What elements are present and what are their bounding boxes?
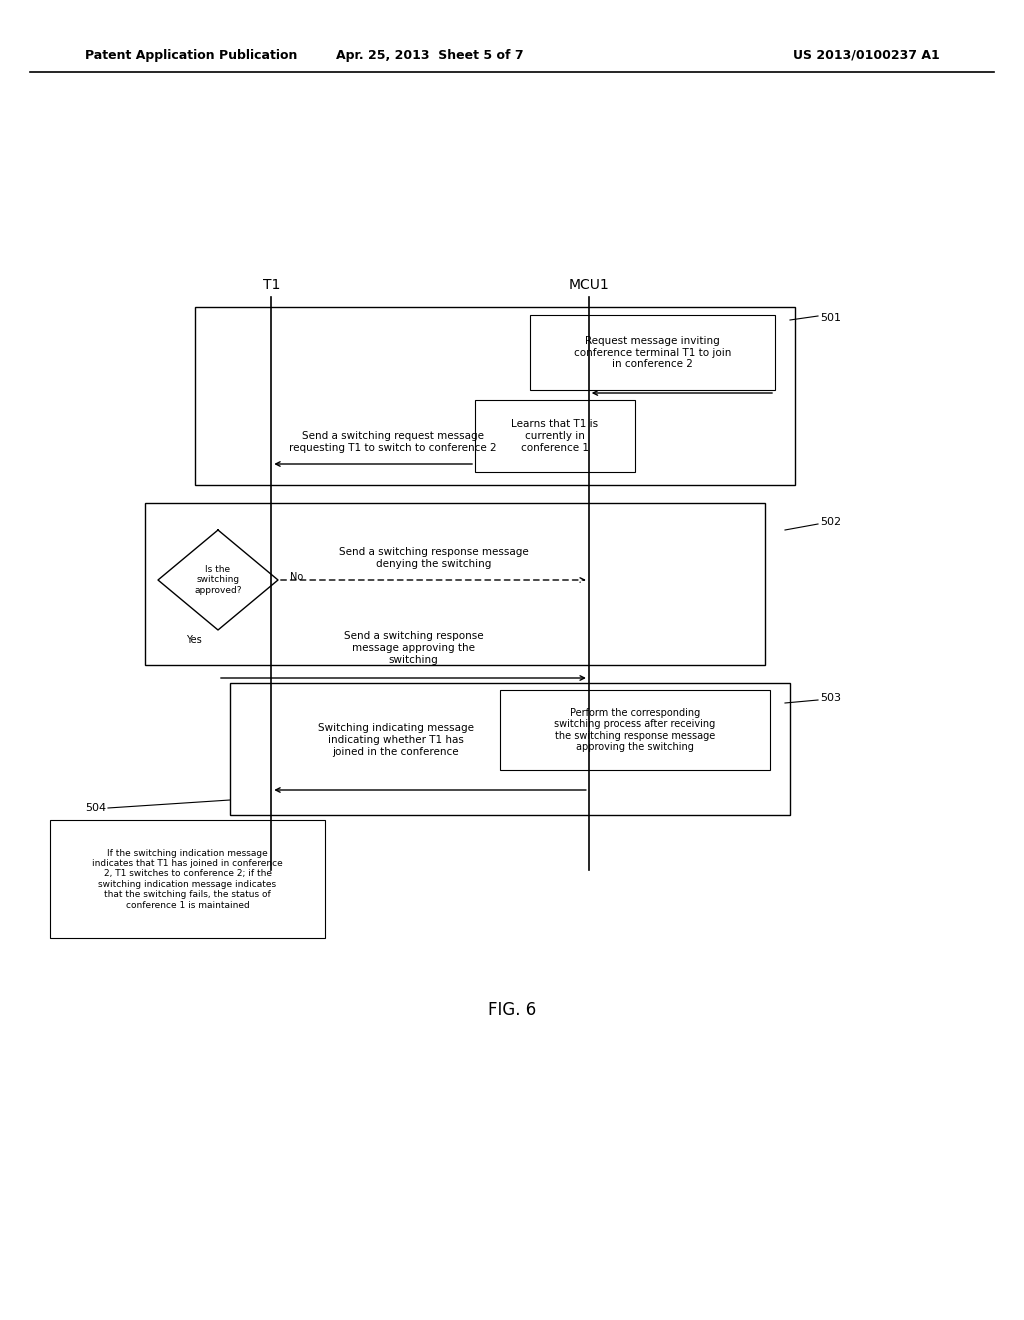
Text: US 2013/0100237 A1: US 2013/0100237 A1 <box>794 49 940 62</box>
Text: 503: 503 <box>820 693 841 704</box>
Text: 502: 502 <box>820 517 841 527</box>
Text: 501: 501 <box>820 313 841 323</box>
Text: Perform the corresponding
switching process after receiving
the switching respon: Perform the corresponding switching proc… <box>554 708 716 752</box>
Text: Is the
switching
approved?: Is the switching approved? <box>195 565 242 595</box>
Bar <box>500 690 770 770</box>
Bar <box>195 308 795 484</box>
Text: Send a switching response
message approving the
switching: Send a switching response message approv… <box>344 631 483 664</box>
Text: Patent Application Publication: Patent Application Publication <box>85 49 297 62</box>
Text: Request message inviting
conference terminal T1 to join
in conference 2: Request message inviting conference term… <box>573 335 731 370</box>
Text: Switching indicating message
indicating whether T1 has
joined in the conference: Switching indicating message indicating … <box>317 723 474 756</box>
Bar <box>475 400 635 473</box>
Text: Learns that T1 is
currently in
conference 1: Learns that T1 is currently in conferenc… <box>511 420 599 453</box>
Text: MCU1: MCU1 <box>568 279 609 292</box>
Text: If the switching indication message
indicates that T1 has joined in conference
2: If the switching indication message indi… <box>92 849 283 909</box>
Bar <box>145 503 765 665</box>
Text: FIG. 6: FIG. 6 <box>487 1001 537 1019</box>
Text: Apr. 25, 2013  Sheet 5 of 7: Apr. 25, 2013 Sheet 5 of 7 <box>336 49 524 62</box>
Text: T1: T1 <box>263 279 280 292</box>
Text: Send a switching response message
denying the switching: Send a switching response message denyin… <box>339 548 528 569</box>
Text: 504: 504 <box>85 803 106 813</box>
Text: Send a switching request message
requesting T1 to switch to conference 2: Send a switching request message request… <box>290 432 497 453</box>
Bar <box>50 820 325 939</box>
Bar <box>230 682 790 814</box>
Bar <box>530 315 775 389</box>
Text: Yes: Yes <box>186 635 202 645</box>
Text: No: No <box>290 572 303 582</box>
